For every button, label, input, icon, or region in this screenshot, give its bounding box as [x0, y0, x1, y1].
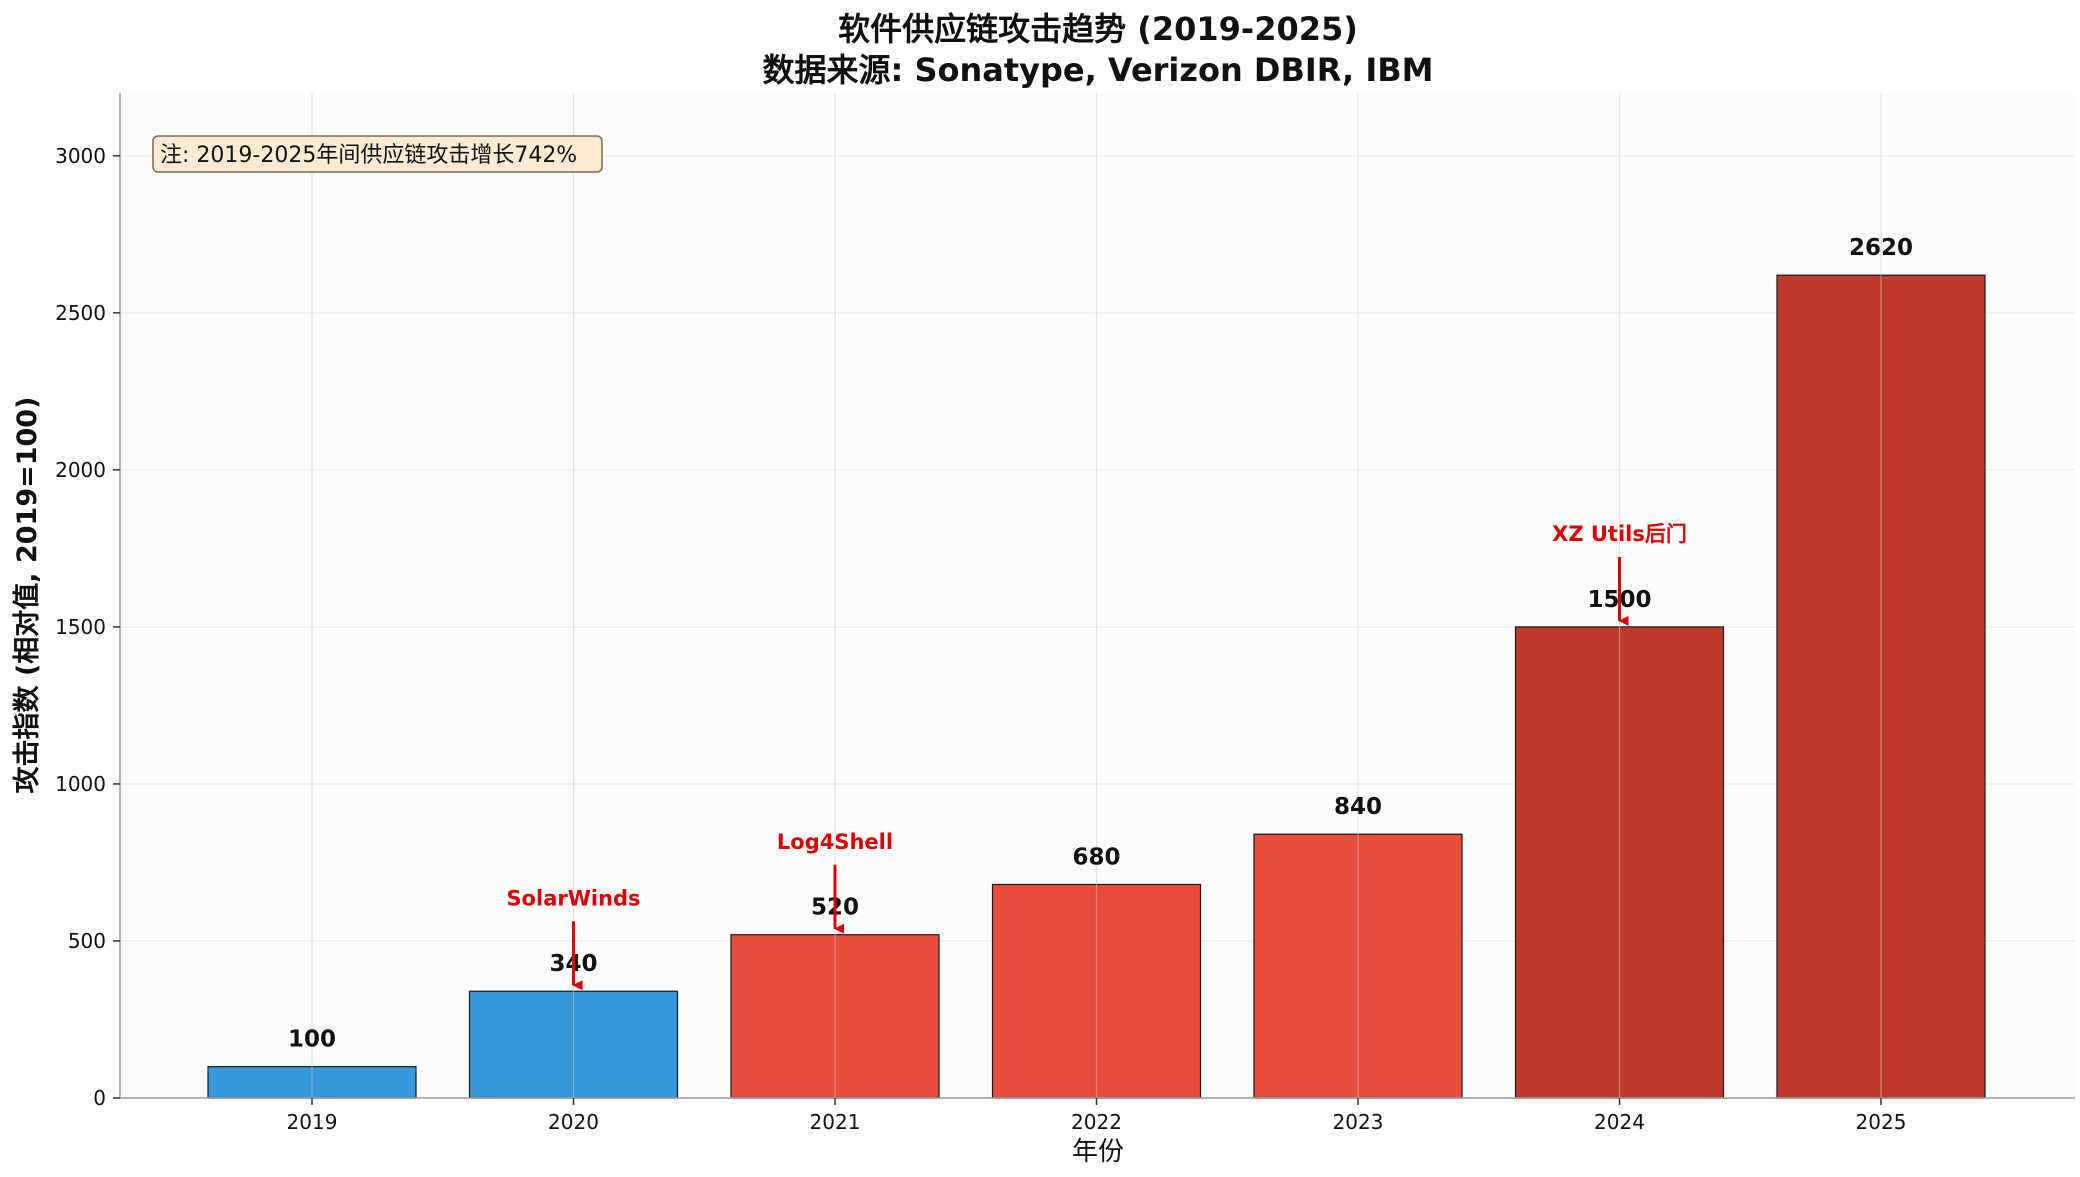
x-tick-label: 2022: [1071, 1110, 1122, 1134]
y-tick-label: 1500: [55, 615, 106, 639]
note-box-background: [152, 135, 603, 173]
note-text: 注: 2019-2025年间供应链攻击增长742%: [160, 143, 577, 168]
bar-value-label: 840: [1334, 794, 1382, 820]
y-tick-label: 2500: [55, 301, 106, 325]
x-tick-label: 2023: [1333, 1110, 1384, 1134]
y-tick-label: 0: [93, 1086, 106, 1110]
chart-title: 软件供应链攻击趋势 (2019-2025): [838, 10, 1358, 48]
x-ticks: 2019 2020 2021 2022 2023 2024 2025: [287, 1098, 1907, 1134]
y-tick-label: 500: [68, 929, 106, 953]
annotation-label: Log4Shell: [777, 830, 893, 854]
x-tick-label: 2019: [287, 1110, 338, 1134]
bar-value-label: 100: [288, 1027, 336, 1053]
y-axis-label: 攻击指数 (相对值, 2019=100): [12, 397, 43, 794]
y-tick-label: 3000: [55, 144, 106, 168]
chart-subtitle: 数据来源: Sonatype, Verizon DBIR, IBM: [763, 51, 1434, 89]
x-tick-label: 2024: [1594, 1110, 1645, 1134]
x-tick-label: 2020: [548, 1110, 599, 1134]
y-tick-label: 1000: [55, 772, 106, 796]
x-tick-label: 2025: [1856, 1110, 1907, 1134]
bar-value-label: 2620: [1849, 235, 1913, 261]
note-box: 注: 2019-2025年间供应链攻击增长742%: [152, 135, 603, 173]
annotation-label: SolarWinds: [506, 886, 640, 910]
x-tick-label: 2021: [810, 1110, 861, 1134]
y-tick-label: 2000: [55, 458, 106, 482]
y-ticks: 0 500 1000 1500 2000 2500 3000: [55, 144, 120, 1110]
axes: [119, 93, 2075, 1099]
bar-value-label: 680: [1072, 844, 1120, 870]
x-axis-label: 年份: [1072, 1137, 1124, 1167]
annotation-label: XZ Utils后门: [1552, 522, 1687, 546]
event-annotations: SolarWinds Log4Shell XZ Utils后门: [506, 522, 1687, 991]
